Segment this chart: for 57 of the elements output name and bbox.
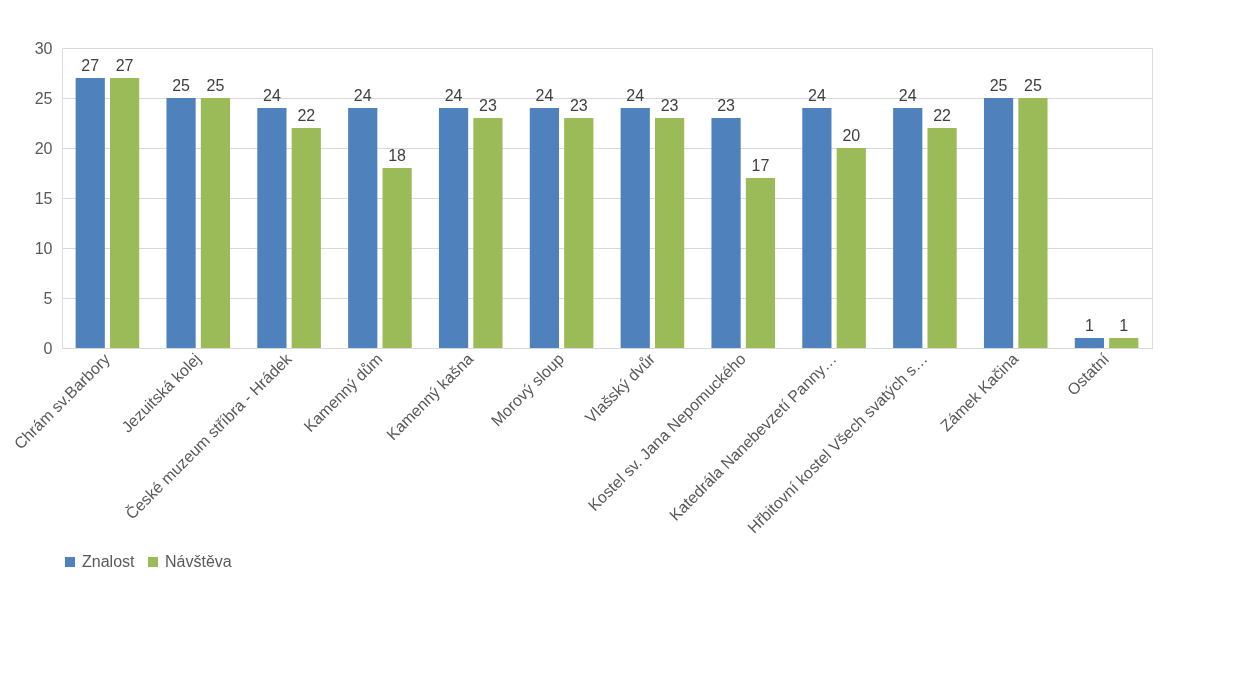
bar [166,98,196,348]
data-label: 27 [81,57,100,74]
y-tick-label: 30 [34,39,53,57]
bar [257,108,287,348]
bar [529,108,560,348]
y-tick-label: 25 [34,89,53,107]
data-label: 24 [898,87,917,104]
bar [745,178,776,348]
data-label: 22 [297,107,316,124]
bar [927,128,957,348]
data-label: 23 [660,97,679,114]
data-label: 17 [751,157,770,174]
data-label: 24 [263,87,281,104]
data-label: 24 [535,87,554,104]
y-tick-label: 10 [34,239,53,257]
data-label: 24 [626,87,645,104]
data-label: 22 [933,107,952,124]
data-label: 27 [115,57,134,74]
data-label: 20 [842,127,861,144]
data-label: 1 [1084,317,1094,334]
data-label: 24 [353,87,372,104]
bar [1018,98,1048,348]
legend-label: Znalost [82,553,136,570]
bar [291,128,321,348]
y-tick-label: 20 [34,139,53,157]
data-label: 24 [444,87,463,104]
data-label: 18 [388,147,407,164]
legend-label: Návštěva [165,553,232,570]
data-label: 25 [206,77,225,94]
bar [620,108,650,348]
bar [711,118,741,348]
bar [382,168,412,348]
data-label: 23 [569,97,588,114]
bar [473,118,503,348]
y-tick-label: 15 [34,189,53,207]
data-label: 23 [479,97,497,114]
bar [200,98,231,348]
data-label: 25 [172,77,191,94]
data-label: 24 [808,87,826,104]
bar [438,108,469,348]
bar [836,148,866,348]
data-label: 23 [717,97,736,114]
bar [75,78,105,348]
bar [1074,338,1105,348]
bar [564,118,594,348]
bar [983,98,1014,348]
bar [1109,338,1139,348]
bar [893,108,923,348]
bar [348,108,378,348]
bar [654,118,685,348]
data-label: 1 [1119,317,1129,334]
y-tick-label: 5 [43,289,53,307]
data-label: 25 [1024,77,1042,94]
bar [109,78,140,348]
data-label: 25 [989,77,1008,94]
bar [802,108,832,348]
y-tick-label: 0 [43,339,53,357]
